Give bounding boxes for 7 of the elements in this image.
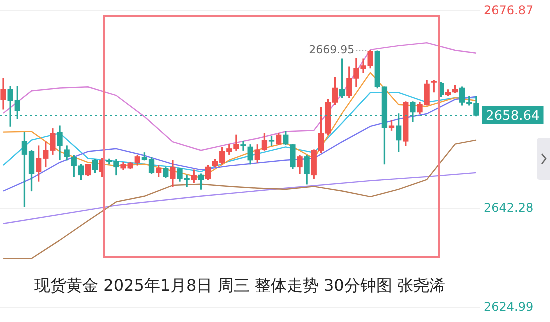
y-tick-label: 2642.28 (484, 201, 534, 216)
text: 现货黄金 2025年1月8日 周三 整体走势 30分钟图 张尧浠 (34, 276, 446, 297)
annotation: 2669.95 (309, 44, 355, 57)
candlestick (240, 141, 246, 151)
y-tick-label: 2676.87 (484, 3, 534, 18)
y-tick-label: 2624.99 (484, 300, 534, 314)
ref-line-label: 2658.64 (486, 108, 540, 124)
